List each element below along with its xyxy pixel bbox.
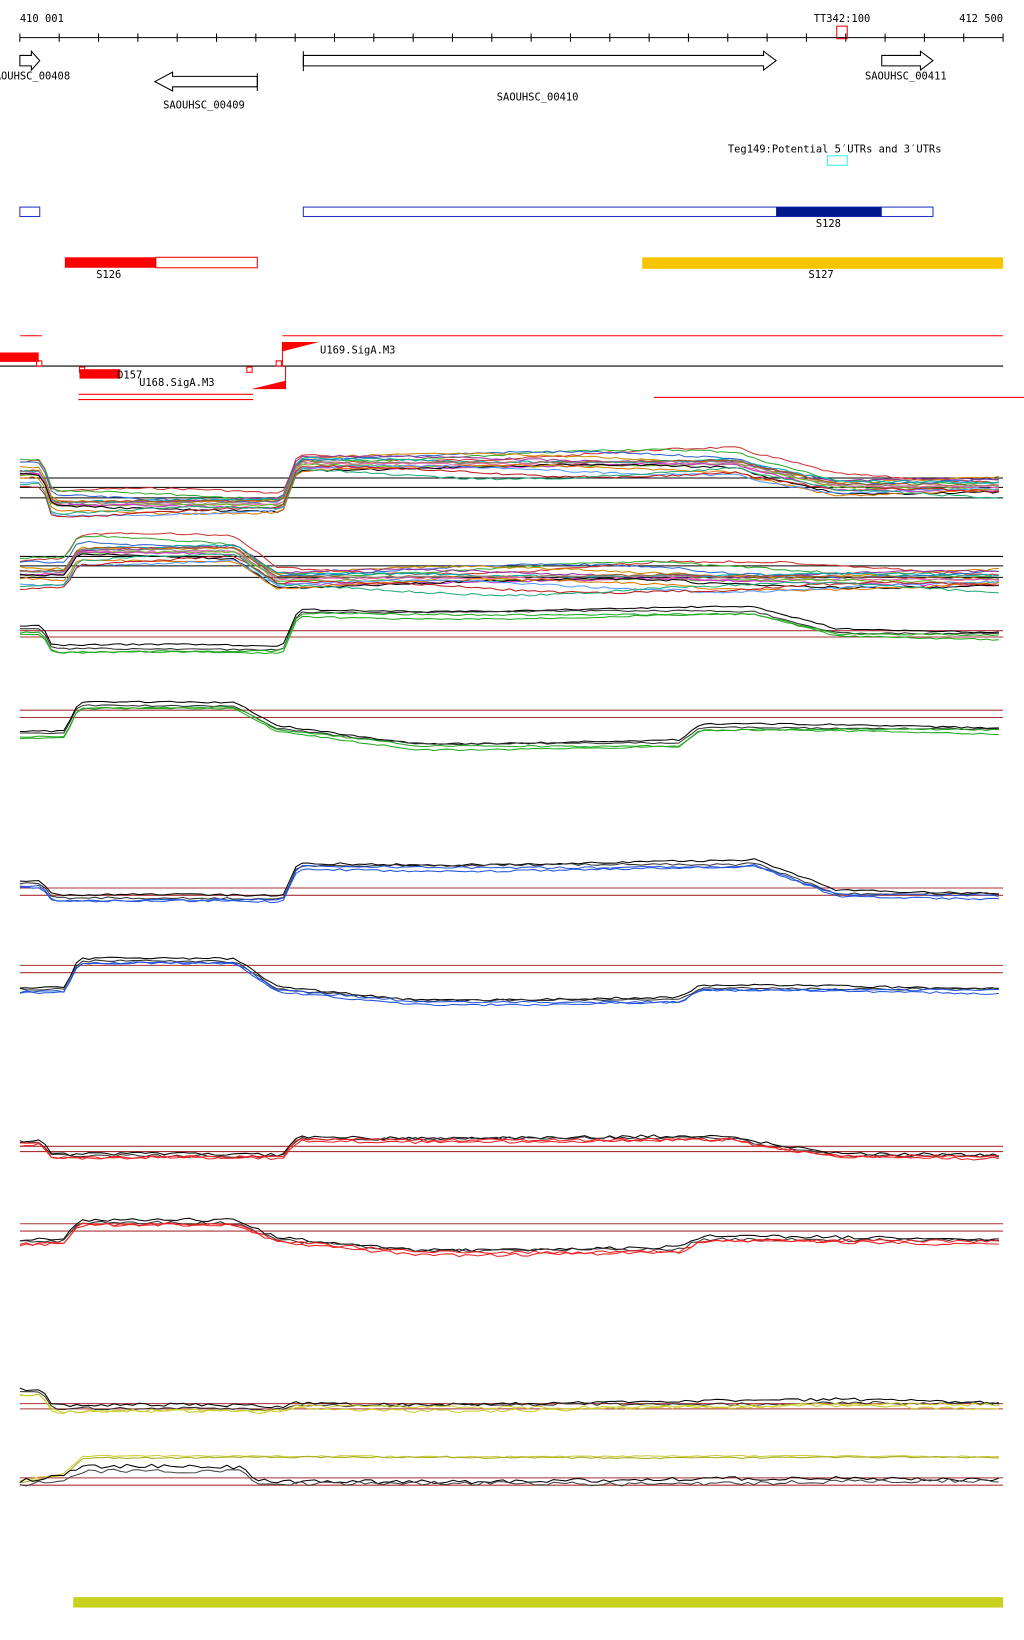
track-block [642,257,1004,269]
ruler-marker: TT342:100 [814,13,871,25]
profile-line [19,1220,999,1253]
profile-line [19,707,999,752]
profile-line [19,1222,1000,1255]
ruler: 410 001 412 500 TT342:100 [19,13,1004,42]
transcript-mark [36,360,43,367]
footer-bar [73,1597,1004,1608]
annotation-box [826,155,848,166]
profile-line [19,706,999,748]
profile-line [19,464,999,517]
transcript-mark [275,360,282,367]
transcript-arrow [251,380,286,390]
profile-line [19,463,999,516]
profile-line [19,446,999,494]
track-box [19,206,41,218]
track-box [302,206,934,218]
transcript-block [79,369,121,379]
transcript-mark [246,366,253,373]
profile-line [19,700,999,745]
expression-profiles [19,446,1004,1487]
track-label: S127 [809,269,834,281]
genes [19,49,934,92]
profile-line [19,864,999,904]
transcript-label: U168.SigA.M3 [139,377,214,389]
profile-line [19,546,999,580]
transcript-arrow [282,342,320,352]
profile-line [19,612,999,654]
track-label: S128 [816,218,841,230]
profile-line [19,1137,999,1160]
profile-line [19,961,999,1004]
marker-box [836,25,848,40]
profile-line [19,959,999,1002]
profile-line [19,553,999,597]
profile-line [19,559,1000,592]
gene-arrow [153,71,258,92]
profile-line [19,609,999,651]
profile-line [19,1393,999,1414]
transcripts [0,335,1024,401]
profile-line [19,448,999,501]
transcript-block [0,352,39,362]
gene-label: SAOUHSC_00411 [865,70,947,82]
profile-line [19,1468,999,1487]
profile-line [19,1454,999,1482]
profile-line [19,540,999,579]
gene-arrow [302,50,777,72]
profile-line [19,613,999,655]
profile-line [19,1455,999,1484]
profile-line [19,550,999,587]
profile-line [19,605,999,647]
track-box [155,256,258,269]
profile-line [19,862,999,900]
gene-arrow [881,50,934,72]
ruler-end: 412 500 [959,13,1003,25]
profile-line [19,1222,999,1258]
transcript-label: D157 [117,369,142,381]
profile-line [19,1134,1000,1157]
track-label: S126 [96,269,121,281]
gene-label: SAOUHSC_00408 [0,70,70,82]
annotation-label: Teg149:Potential 5′UTRs and 3′UTRs [728,144,942,156]
profile-line [19,704,999,746]
profile-line [19,559,1000,594]
gene-label: SAOUHSC_00410 [497,91,579,103]
profile-line [19,554,999,595]
gene-arrow [19,49,41,72]
gene-label: SAOUHSC_00409 [163,100,245,112]
profile-line [19,1387,999,1409]
ruler-start: 410 001 [20,13,64,25]
profile-line [19,1217,999,1253]
profile-line [19,956,1000,1002]
profile-line [19,467,999,515]
transcript-label: U169.SigA.M3 [320,344,395,356]
profile-line [19,961,999,1007]
track-block [776,207,882,217]
profile-line [19,1137,1000,1161]
track-block [64,257,156,268]
profile-line [19,452,1000,504]
profile-line [19,1391,1000,1412]
